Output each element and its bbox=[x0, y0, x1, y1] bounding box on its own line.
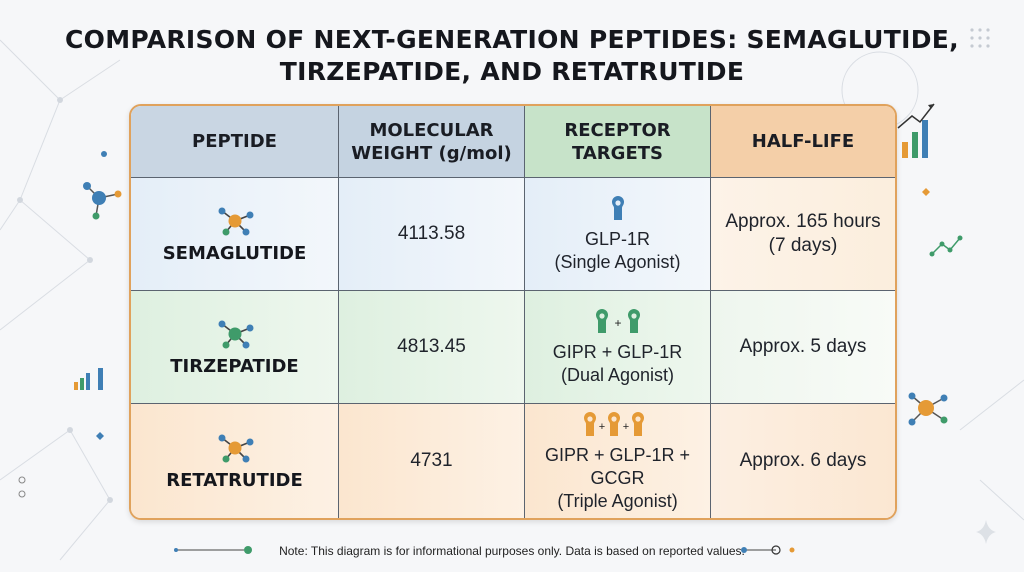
table-row-tirzepatide-name: TIRZEPATIDE bbox=[131, 291, 339, 404]
molecule-icon bbox=[218, 207, 253, 235]
table-row-semaglutide-half-life: Approx. 165 hours (7 days) bbox=[711, 178, 895, 291]
table-row-tirzepatide-mw: 4813.45 bbox=[339, 291, 525, 404]
header-half-life: HALF-LIFE bbox=[711, 106, 895, 178]
table-row-tirzepatide-half-life: Approx. 5 days bbox=[711, 291, 895, 404]
header-peptide: PEPTIDE bbox=[131, 106, 339, 178]
right-trend-chart-icon bbox=[897, 103, 935, 158]
molecule-icon bbox=[218, 320, 253, 348]
page-title: COMPARISON OF NEXT-GENERATION PEPTIDES: … bbox=[0, 24, 1024, 88]
table-row-semaglutide-receptor: GLP-1R (Single Agonist) bbox=[525, 178, 711, 291]
right-molecule-icon bbox=[908, 392, 948, 426]
svg-text:+: + bbox=[614, 316, 621, 330]
table-row-retatrutide-receptor: + + GIPR + GLP-1R + GCGR (Triple Agonist… bbox=[525, 404, 711, 518]
table-row-semaglutide-name: SEMAGLUTIDE bbox=[131, 178, 339, 291]
comparison-table: PEPTIDE MOLECULAR WEIGHT (g/mol) RECEPTO… bbox=[129, 104, 897, 520]
table-row-retatrutide-mw: 4731 bbox=[339, 404, 525, 518]
header-molecular-weight: MOLECULAR WEIGHT (g/mol) bbox=[339, 106, 525, 178]
receptor-triple-icon: + + bbox=[583, 411, 644, 436]
left-bar-chart-icon bbox=[74, 368, 103, 390]
table-row-semaglutide-mw: 4113.58 bbox=[339, 178, 525, 291]
receptor-single-icon bbox=[611, 196, 624, 220]
receptor-dual-icon: + bbox=[595, 309, 640, 333]
header-receptor-targets: RECEPTOR TARGETS bbox=[525, 106, 711, 178]
title-line-2: TIRZEPATIDE, AND RETATRUTIDE bbox=[279, 57, 745, 86]
table-row-retatrutide-half-life: Approx. 6 days bbox=[711, 404, 895, 518]
molecule-icon bbox=[218, 434, 253, 462]
footnote: Note: This diagram is for informational … bbox=[279, 544, 745, 558]
title-line-1: COMPARISON OF NEXT-GENERATION PEPTIDES: … bbox=[65, 25, 959, 54]
sparkle-icon bbox=[976, 520, 996, 544]
svg-text:+: + bbox=[598, 421, 604, 433]
right-line-icon bbox=[929, 235, 963, 257]
table-row-tirzepatide-receptor: + GIPR + GLP-1R (Dual Agonist) bbox=[525, 291, 711, 404]
left-molecule-icon bbox=[83, 182, 122, 220]
table-row-retatrutide-name: RETATRUTIDE bbox=[131, 404, 339, 518]
svg-text:+: + bbox=[622, 421, 628, 433]
